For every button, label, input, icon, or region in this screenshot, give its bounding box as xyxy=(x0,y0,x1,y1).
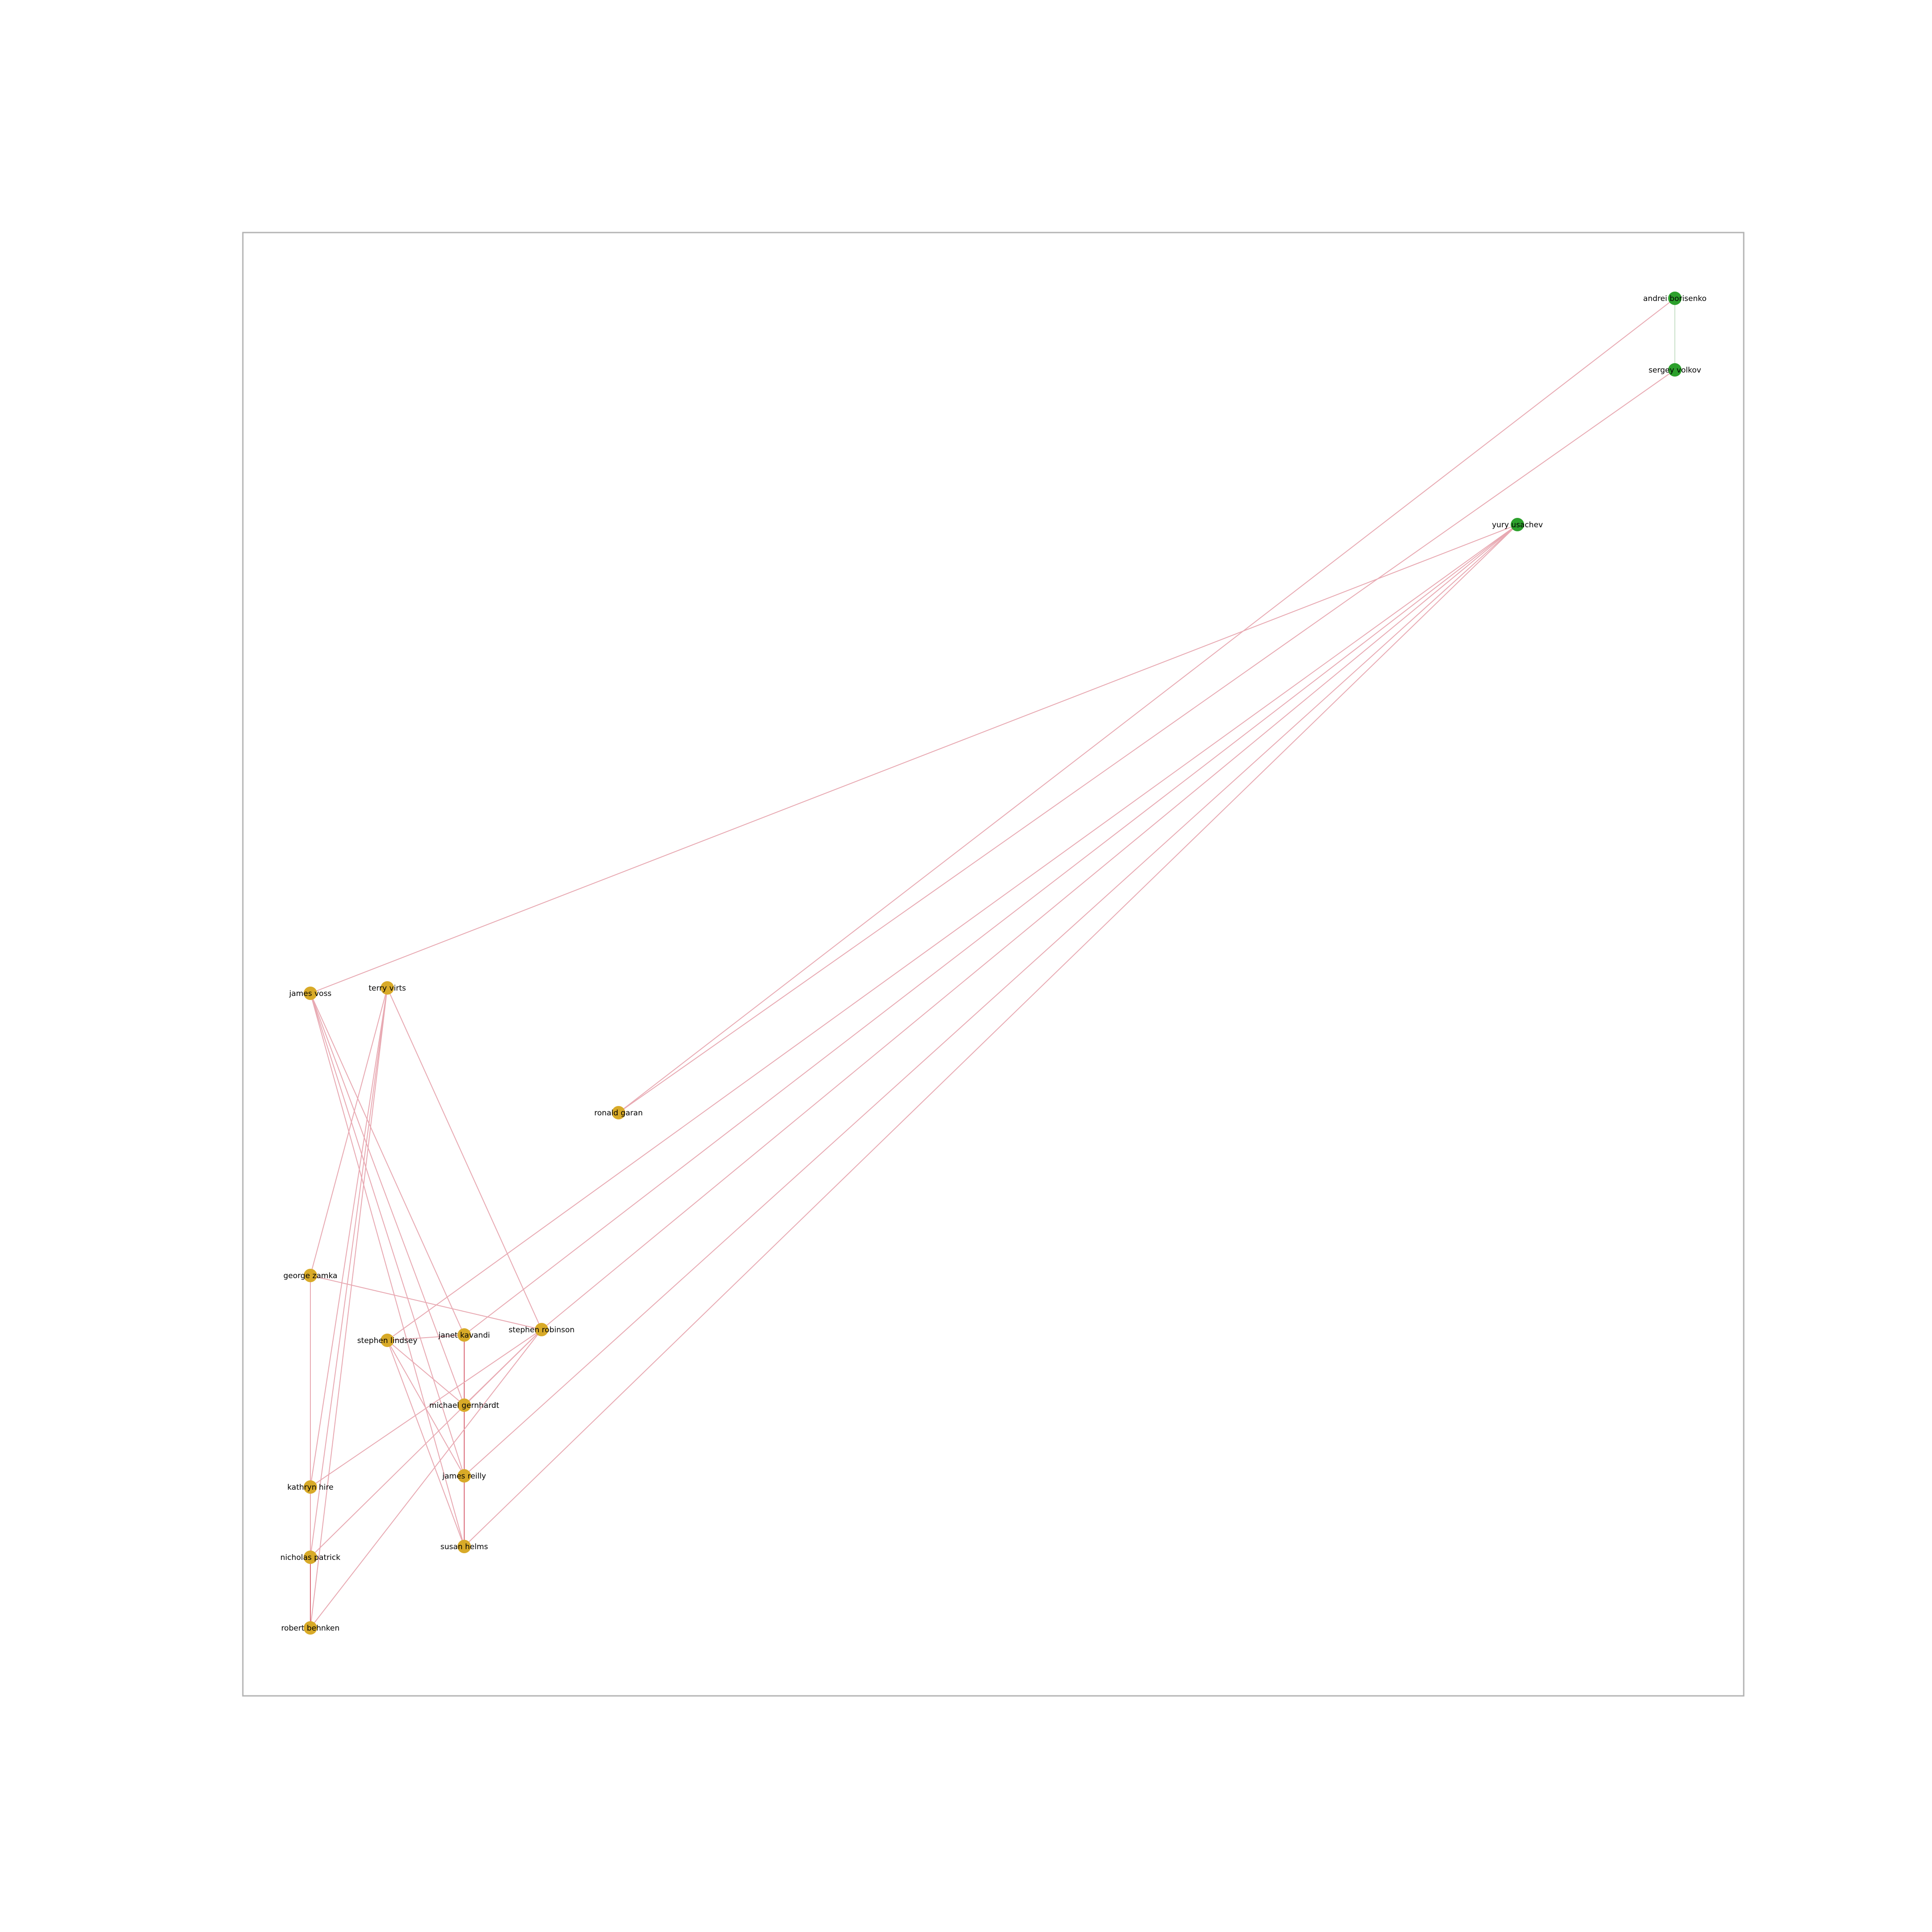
node-james_voss[interactable] xyxy=(304,987,317,1000)
edge-robinson-kathryn xyxy=(310,1329,542,1487)
label-layer: andrei borisenko sergey volkov yury usache… xyxy=(280,294,1707,1633)
node-lindsey[interactable] xyxy=(381,1334,394,1347)
edge-terry-robinson xyxy=(387,987,542,1330)
edge-terry-behnken xyxy=(310,987,388,1628)
node-yury[interactable] xyxy=(1511,518,1524,531)
node-label-kathryn: kathryn hire xyxy=(287,1483,333,1492)
edge-james_voss-helms xyxy=(310,993,465,1547)
edge-yury-robinson xyxy=(541,524,1518,1330)
node-layer xyxy=(304,292,1682,1635)
node-sergey[interactable] xyxy=(1668,363,1682,377)
edge-layer xyxy=(310,298,1675,1628)
edge-andrei-ronald xyxy=(618,298,1675,1113)
edge-lindsey-gernhardt xyxy=(387,1340,465,1406)
node-kathryn[interactable] xyxy=(304,1480,317,1494)
node-terry[interactable] xyxy=(381,981,394,995)
edge-yury-james_voss xyxy=(310,524,1518,994)
edge-george-robinson xyxy=(310,1275,542,1330)
node-behnken[interactable] xyxy=(304,1621,317,1635)
edge-sergey-ronald xyxy=(618,369,1675,1113)
node-label-robinson: stephen robinson xyxy=(508,1326,575,1335)
node-kavandi[interactable] xyxy=(458,1328,471,1342)
edge-terry-george xyxy=(310,987,388,1276)
edge-terry-nicholas xyxy=(310,987,388,1558)
edge-terry-kathryn xyxy=(310,987,388,1487)
node-label-nicholas: nicholas patrick xyxy=(280,1553,340,1562)
node-label-lindsey: stephen lindsey xyxy=(357,1336,418,1345)
edge-yury-helms xyxy=(464,524,1518,1547)
node-label-kavandi: janet kavandi xyxy=(438,1331,490,1340)
node-robinson[interactable] xyxy=(535,1323,548,1336)
node-ronald[interactable] xyxy=(612,1106,625,1119)
edge-yury-kavandi xyxy=(464,524,1518,1335)
node-label-sergey: sergey volkov xyxy=(1648,366,1701,375)
node-label-andrei: andrei borisenko xyxy=(1643,294,1707,303)
node-gernhardt[interactable] xyxy=(458,1398,471,1412)
node-label-george: george zamka xyxy=(284,1271,338,1280)
edge-yury-lindsey xyxy=(387,524,1518,1341)
node-label-ronald: ronald garan xyxy=(594,1109,643,1118)
node-label-gernhardt: michael gernhardt xyxy=(429,1401,500,1410)
node-label-james_voss: james voss xyxy=(289,989,332,998)
edge-robinson-behnken xyxy=(310,1329,542,1628)
plot-frame xyxy=(242,232,1745,1697)
node-label-helms: susan helms xyxy=(441,1542,488,1551)
node-george[interactable] xyxy=(304,1269,317,1282)
node-label-reilly: james reilly xyxy=(442,1472,486,1481)
node-reilly[interactable] xyxy=(458,1469,471,1483)
edge-james_voss-reilly xyxy=(310,993,465,1476)
node-helms[interactable] xyxy=(458,1540,471,1553)
node-label-yury: yury usachev xyxy=(1492,521,1543,530)
node-label-terry: terry virts xyxy=(369,984,406,993)
edge-yury-reilly xyxy=(464,524,1518,1476)
edge-james_voss-kavandi xyxy=(310,993,465,1335)
node-nicholas[interactable] xyxy=(304,1551,317,1564)
node-andrei[interactable] xyxy=(1668,292,1682,305)
node-label-behnken: robert behnken xyxy=(281,1624,340,1633)
edge-lindsey-kavandi xyxy=(387,1335,465,1341)
edge-robinson-nicholas xyxy=(310,1329,542,1558)
